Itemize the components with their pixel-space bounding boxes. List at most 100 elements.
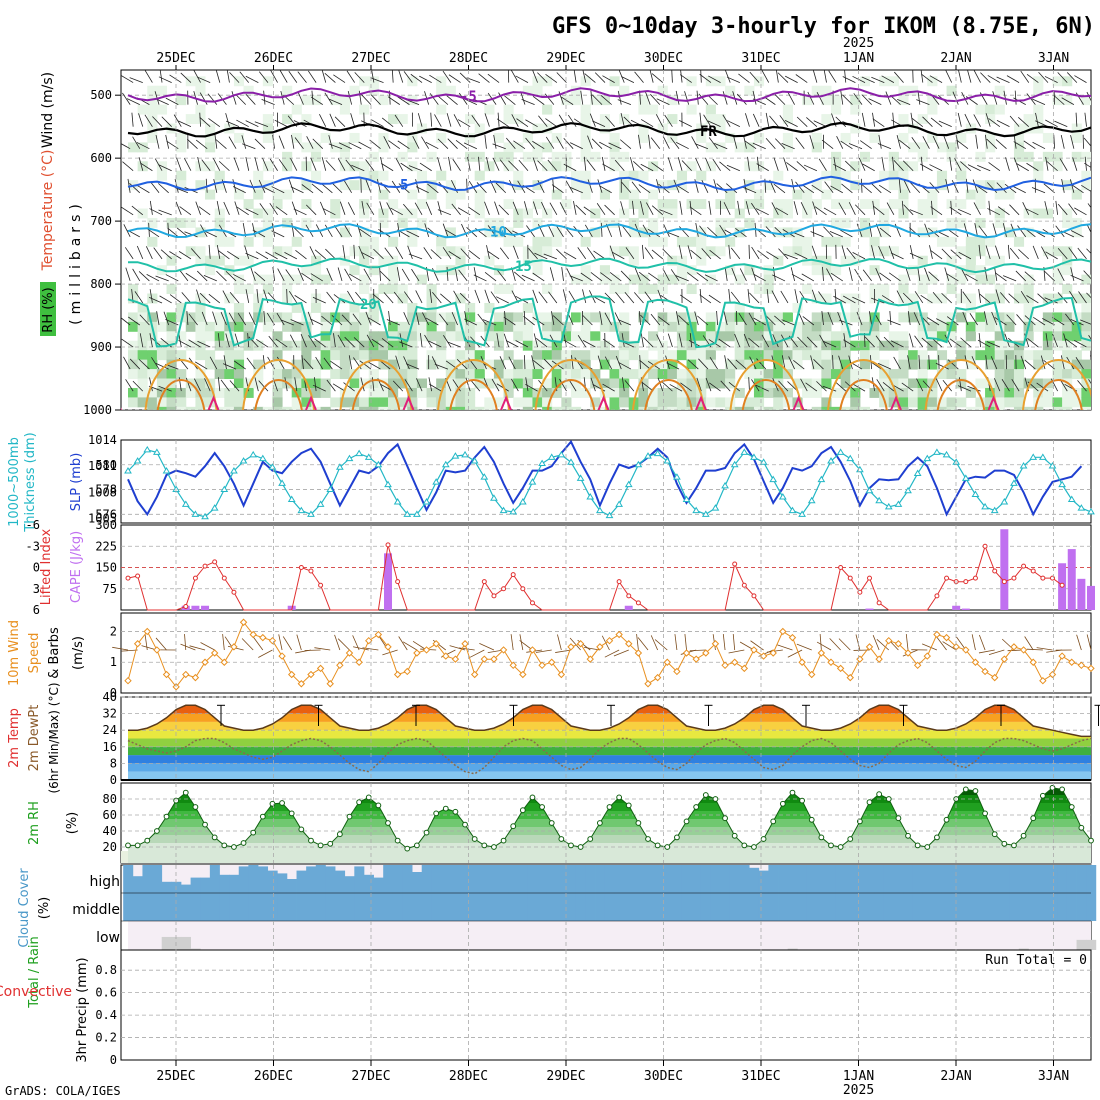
rh-cell — [195, 340, 206, 351]
wind-barb — [412, 136, 420, 149]
wind-barb — [678, 333, 683, 348]
rh-cell — [339, 142, 350, 153]
wind-barb — [871, 297, 885, 304]
wind-barb — [988, 200, 991, 215]
rh-cell — [1062, 387, 1073, 398]
li-point — [520, 586, 526, 592]
temp-label-3: (6hr Min/Max) (°C) — [47, 682, 61, 793]
rh-cell — [994, 387, 1005, 398]
rh-cell — [840, 132, 851, 143]
wind10m-point — [990, 673, 999, 682]
rh-cell — [465, 331, 476, 342]
wind-barb — [1026, 295, 1039, 304]
rh-cell — [763, 284, 774, 295]
rh-cell — [205, 132, 216, 143]
cloud-bar — [652, 893, 663, 921]
rh-cell — [773, 340, 784, 351]
rh-cell — [830, 387, 842, 398]
wind-barb — [801, 273, 815, 282]
rh-cell — [1052, 293, 1063, 304]
rh-cell — [946, 255, 957, 266]
rh-cell — [388, 350, 399, 361]
rh-cell — [676, 312, 688, 323]
wind-barb — [1074, 207, 1087, 216]
rh-cell — [763, 369, 774, 380]
rh-cell — [426, 284, 437, 295]
wind-barb — [755, 384, 769, 392]
wind-barb — [973, 70, 981, 83]
wind10m-point — [461, 640, 469, 648]
wind10m-point — [779, 627, 787, 636]
rh-cell — [474, 170, 485, 181]
rh-cell — [513, 114, 524, 125]
rh-cell — [262, 123, 273, 134]
thickness-point — [759, 458, 768, 465]
wind-barb — [323, 357, 333, 370]
rh-cell — [1052, 265, 1063, 276]
wind-barb — [887, 319, 901, 326]
wind-barb — [220, 379, 230, 392]
precip-panel: 00.20.40.60.8 Total / Rain Convective 3h… — [0, 936, 1092, 1067]
wind-barb — [992, 91, 998, 105]
rh-cell — [320, 406, 331, 410]
wind-barb — [861, 94, 872, 105]
rh-cell — [156, 369, 168, 380]
rh-cell — [349, 312, 360, 323]
rh-cell — [782, 312, 793, 323]
rh-cell — [493, 369, 505, 380]
rh-cell — [975, 104, 986, 115]
rh-cell — [407, 236, 418, 247]
rh-cell — [474, 151, 485, 162]
wind-barb — [508, 356, 516, 370]
wind-barb — [795, 137, 805, 149]
rh-point — [722, 815, 728, 822]
wind-barb — [1075, 357, 1084, 370]
rh-point — [799, 797, 805, 804]
wind-barb — [641, 244, 644, 259]
cloud-bar — [1086, 893, 1097, 921]
rh-cell — [1004, 189, 1015, 200]
cloud-bar — [720, 893, 731, 921]
wind-barb — [429, 93, 439, 105]
wind-barb — [639, 355, 641, 370]
rh-cell — [879, 76, 890, 87]
rh-cell — [619, 114, 630, 125]
rh-cell — [522, 387, 533, 398]
rh-cell — [753, 387, 765, 398]
rh-cell — [917, 359, 928, 370]
rh-cell — [802, 95, 813, 106]
wind-barb — [563, 138, 574, 149]
day-label-top: 27DEC — [351, 51, 390, 66]
rh-cell — [946, 397, 957, 408]
rh-cell — [551, 227, 562, 238]
rh-cell — [850, 340, 861, 351]
wind10m-point — [1019, 646, 1028, 654]
rh-cell — [648, 406, 659, 410]
li-point — [1059, 582, 1065, 588]
wind-barb — [163, 311, 170, 326]
rh-cell — [272, 378, 283, 389]
wind-barb — [618, 362, 632, 370]
rh-cell — [282, 321, 293, 332]
cloud-bar — [662, 893, 673, 921]
wind-barb — [312, 138, 324, 149]
wind-barb — [513, 140, 526, 150]
wind-barb — [147, 228, 160, 238]
wind-barb — [909, 333, 914, 348]
cloud-bar — [152, 865, 163, 893]
rh-cell — [128, 397, 139, 408]
cloud-bar — [469, 865, 480, 893]
wind-barb — [944, 334, 953, 348]
rh-cell — [965, 331, 976, 342]
wind-barb — [858, 157, 866, 171]
wind-barb — [1088, 379, 1091, 384]
rh-cell — [388, 321, 399, 332]
rh-cell — [705, 397, 716, 408]
isotherm-label: 15 — [515, 259, 532, 275]
wind-barb — [605, 115, 615, 127]
wind-barb — [301, 355, 304, 370]
wind-barb — [288, 179, 295, 193]
wind-barb — [496, 296, 509, 304]
rh-cell — [580, 331, 591, 342]
rh-cell — [792, 378, 803, 389]
